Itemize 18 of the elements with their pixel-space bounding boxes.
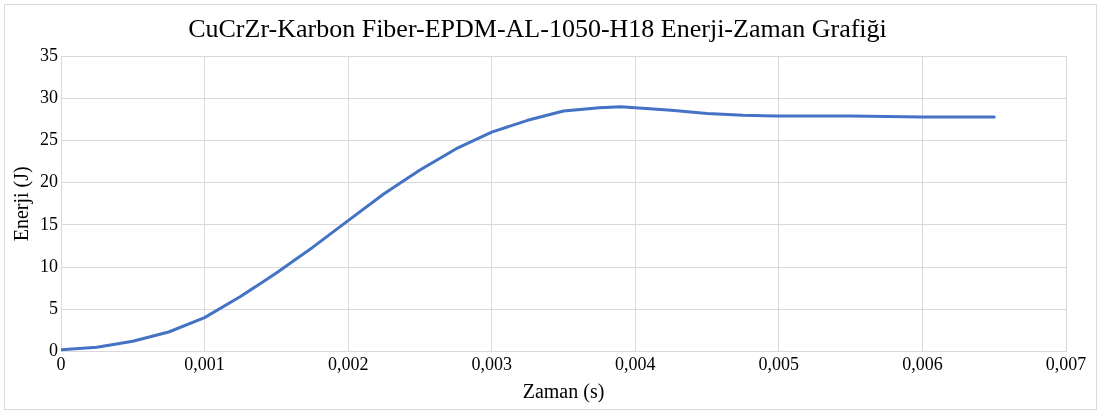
y-tick-label: 35 <box>40 44 58 65</box>
y-tick-label: 25 <box>40 129 58 150</box>
x-tick-label: 0,006 <box>902 353 943 374</box>
x-tick-label: 0,003 <box>471 353 512 374</box>
y-tick-label: 0 <box>49 340 58 361</box>
x-tick-label: 0,002 <box>327 353 369 374</box>
y-tick-label: 20 <box>40 171 58 192</box>
x-axis-title: Zaman (s) <box>522 380 605 404</box>
x-tick-label: 0,001 <box>184 353 225 374</box>
x-tick-label: 0,005 <box>758 353 800 374</box>
y-tick-label: 30 <box>40 87 58 108</box>
y-axis-title: Enerji (J) <box>10 166 34 242</box>
y-tick-label: 10 <box>40 255 58 276</box>
x-tick-label: 0,007 <box>1045 353 1087 374</box>
y-tick-label: 5 <box>49 297 58 318</box>
x-tick-label: 0,004 <box>615 353 656 374</box>
chart-title: CuCrZr-Karbon Fiber-EPDM-AL-1050-H18 Enerji-Zaman Grafiği <box>188 14 887 44</box>
y-tick-label: 15 <box>40 213 58 234</box>
